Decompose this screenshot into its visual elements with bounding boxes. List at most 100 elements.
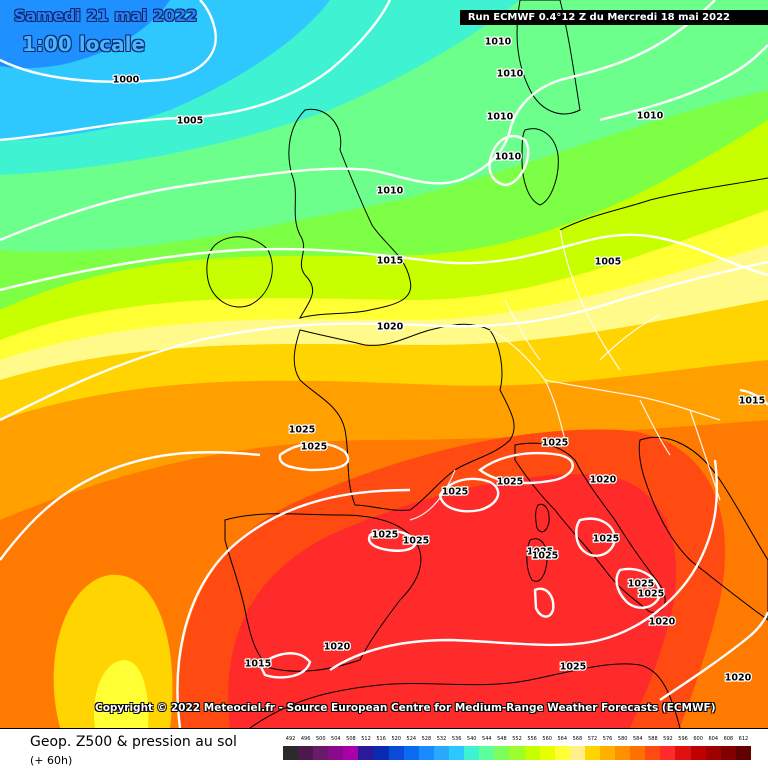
forecast-date: Samedi 21 mai 2022 bbox=[14, 6, 198, 25]
isobar-label: 1020 bbox=[377, 322, 404, 333]
isobar-label: 1010 bbox=[495, 152, 522, 163]
legend-swatch bbox=[675, 746, 691, 760]
border-5 bbox=[409, 469, 456, 521]
legend-swatch bbox=[494, 746, 510, 760]
legend-tick: 532 bbox=[436, 736, 447, 742]
legend-tick: 556 bbox=[527, 736, 537, 742]
legend-tick: 508 bbox=[346, 736, 356, 742]
forecast-map: 1000 1005 1010 1010 1010 1010 1010 1010 1005 1015… bbox=[0, 0, 768, 728]
legend-tick: 540 bbox=[466, 736, 477, 742]
isobar-11 bbox=[0, 451, 261, 561]
legend-swatch bbox=[690, 746, 706, 760]
legend-swatch bbox=[479, 746, 495, 760]
border-4 bbox=[559, 229, 621, 371]
border-3 bbox=[599, 314, 661, 361]
coast-france bbox=[293, 323, 515, 511]
coast-ireland bbox=[206, 236, 273, 308]
coast-corsica bbox=[535, 503, 550, 533]
legend-swatch bbox=[313, 746, 329, 760]
isobar-label: 1025 bbox=[628, 579, 654, 590]
legend-tick: 612 bbox=[738, 736, 749, 742]
coast-great-britain bbox=[288, 108, 412, 319]
isobar-7 bbox=[278, 442, 350, 472]
copyright-notice: Copyright © 2022 Meteociel.fr - Source E… bbox=[95, 702, 716, 714]
isobar-label: 1025 bbox=[542, 438, 568, 449]
legend-swatch bbox=[373, 746, 389, 760]
forecast-time: 1:00 locale bbox=[22, 32, 146, 56]
isobar-label: 1000 bbox=[113, 75, 140, 86]
legend-tick: 584 bbox=[632, 736, 643, 742]
isobar-label: 1025 bbox=[532, 551, 558, 562]
border-0 bbox=[489, 329, 566, 441]
legend-tick: 516 bbox=[376, 736, 386, 742]
isobar-label: 1020 bbox=[590, 475, 617, 486]
isobar-18 bbox=[659, 611, 768, 701]
isobar-label: 1020 bbox=[649, 617, 676, 628]
isobar-label: 1025 bbox=[593, 534, 619, 545]
isobar-14 bbox=[329, 459, 719, 671]
legend-swatch bbox=[705, 746, 721, 760]
legend-tick: 588 bbox=[648, 736, 658, 742]
coast-scandinavia bbox=[516, 0, 581, 115]
isobar-label: 1015 bbox=[377, 256, 403, 267]
legend-tick: 604 bbox=[708, 736, 719, 742]
isobar-9 bbox=[367, 529, 417, 552]
isobar-6 bbox=[0, 260, 768, 422]
legend-tick: 580 bbox=[617, 736, 628, 742]
isobar-label: 1020 bbox=[324, 642, 351, 653]
legend-swatch bbox=[449, 746, 465, 760]
isobar-label: 1010 bbox=[497, 69, 524, 80]
isobar-label: 1025 bbox=[301, 442, 327, 453]
legend-swatch bbox=[660, 746, 676, 760]
legend-tick: 596 bbox=[678, 736, 688, 742]
legend-tick: 528 bbox=[421, 736, 432, 742]
legend-swatch bbox=[524, 746, 540, 760]
border-1 bbox=[504, 299, 541, 361]
legend-swatch bbox=[569, 746, 585, 760]
isobar-label: 1005 bbox=[595, 257, 621, 268]
legend-tick: 576 bbox=[602, 736, 613, 742]
legend-tick: 520 bbox=[391, 736, 401, 742]
legend-swatch bbox=[735, 746, 751, 760]
legend-swatch bbox=[720, 746, 736, 760]
isobar-label: 1010 bbox=[637, 111, 664, 122]
legend-tick: 560 bbox=[542, 736, 552, 742]
legend-swatch bbox=[630, 746, 646, 760]
legend-tick: 492 bbox=[285, 736, 296, 742]
legend-swatch bbox=[298, 746, 314, 760]
coast-sardinia bbox=[526, 538, 548, 582]
legend-tick: 564 bbox=[557, 736, 568, 742]
legend-swatch bbox=[584, 746, 600, 760]
legend-swatch bbox=[645, 746, 661, 760]
isobar-8 bbox=[438, 477, 500, 513]
isobar-label: 1025 bbox=[403, 536, 429, 547]
legend-tick: 544 bbox=[482, 736, 492, 742]
coast-iberia bbox=[224, 513, 422, 672]
legend-tick: 500 bbox=[315, 736, 326, 742]
model-run-label: Run ECMWF 0.4°12 Z du Mercredi 18 mai 20… bbox=[459, 10, 768, 25]
coast-denmark bbox=[521, 128, 559, 206]
isobar-lines bbox=[0, 0, 768, 728]
isobar-2 bbox=[0, 0, 716, 242]
legend-swatch bbox=[343, 746, 359, 760]
legend-tick: 548 bbox=[497, 736, 507, 742]
isobar-labels: 1000 1005 1010 1010 1010 1010 1010 1010 1005 1015… bbox=[112, 35, 767, 685]
isobar-label: 1025 bbox=[560, 662, 586, 673]
legend-swatch bbox=[599, 746, 616, 760]
border-6 bbox=[639, 399, 671, 456]
legend-tick: 536 bbox=[451, 736, 462, 742]
isobar-5 bbox=[599, 44, 768, 122]
isobar-13 bbox=[258, 652, 312, 679]
isobar-1 bbox=[0, 0, 392, 142]
legend-swatch bbox=[509, 746, 525, 760]
legend-swatch bbox=[328, 746, 344, 760]
isobar-label: 1025 bbox=[638, 589, 664, 600]
isobar-15 bbox=[533, 587, 555, 618]
legend-tick: 600 bbox=[693, 736, 703, 742]
legend-tick: 568 bbox=[572, 736, 583, 742]
legend-tick: 512 bbox=[361, 736, 371, 742]
legend-tick: 504 bbox=[331, 736, 341, 742]
legend-swatch bbox=[283, 746, 299, 760]
legend-swatch bbox=[539, 746, 555, 760]
